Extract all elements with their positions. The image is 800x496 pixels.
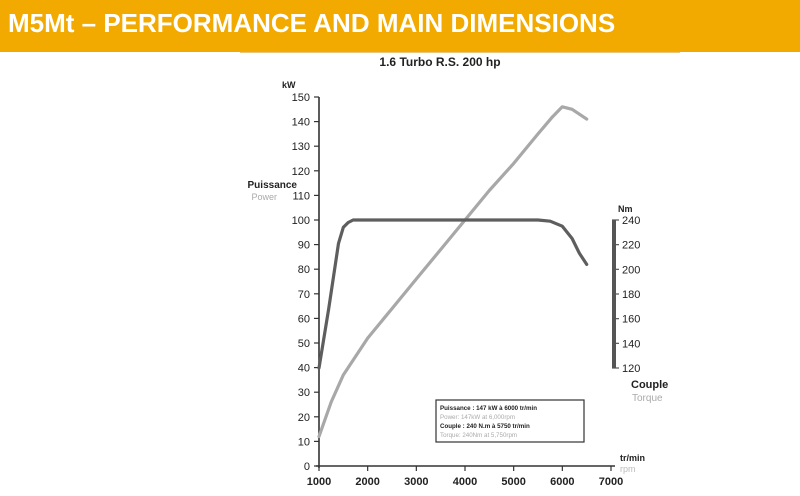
page-title: M5Mt – PERFORMANCE AND MAIN DIMENSIONS bbox=[8, 8, 616, 38]
legend-box-frame bbox=[435, 399, 585, 443]
legend-line2-en: Torque: 240Nm at 5,750rpm bbox=[440, 432, 517, 439]
y-right-unit: Nm bbox=[618, 204, 633, 214]
y-left-tick-label: 40 bbox=[298, 363, 310, 375]
y-right-tick-label: 240 bbox=[622, 215, 640, 227]
y-left-tick-label: 150 bbox=[292, 92, 310, 104]
x-label-en: rpm bbox=[620, 464, 636, 474]
y-left-tick-label: 100 bbox=[292, 215, 310, 227]
y-right-tick-label: 200 bbox=[622, 264, 640, 276]
y-right-tick-label: 220 bbox=[622, 240, 640, 252]
y-left-tick-label: 50 bbox=[298, 338, 310, 350]
x-tick-label: 4000 bbox=[453, 476, 477, 488]
y-right-tick-label: 180 bbox=[622, 289, 640, 301]
y-left-tick-label: 110 bbox=[292, 190, 310, 202]
y-left-tick-label: 130 bbox=[292, 141, 310, 153]
legend-box: Puissance : 147 kW à 6000 tr/min Power: 1… bbox=[435, 399, 585, 443]
x-tick-label: 7000 bbox=[599, 476, 623, 488]
legend-line1-fr: Puissance : 147 kW à 6000 tr/min bbox=[440, 405, 537, 412]
series-line-torque bbox=[317, 218, 589, 370]
y-right-label-fr: Couple bbox=[631, 379, 668, 391]
y-left-label-fr: Puissance bbox=[248, 180, 298, 191]
y-left-tick-label: 60 bbox=[298, 313, 310, 325]
y-left-tick-label: 140 bbox=[292, 117, 310, 129]
x-label-fr: tr/min bbox=[620, 453, 645, 463]
y-right-tick-label: 160 bbox=[622, 314, 640, 326]
x-tick-label: 3000 bbox=[404, 476, 428, 488]
y-right-tick-label: 140 bbox=[622, 338, 640, 350]
x-tick-label: 6000 bbox=[550, 476, 574, 488]
y-right-tick-label: 120 bbox=[622, 363, 640, 375]
header-divider bbox=[240, 52, 680, 53]
y-right-label-en: Torque bbox=[632, 393, 663, 404]
series-line-power bbox=[317, 105, 589, 439]
legend-line2-fr: Couple : 240 N.m à 5750 tr/min bbox=[440, 423, 530, 430]
y-left-tick-label: 80 bbox=[298, 264, 310, 276]
legend-line1-en: Power: 147kW at 6,000rpm bbox=[440, 414, 515, 421]
header-banner: M5Mt – PERFORMANCE AND MAIN DIMENSIONS bbox=[0, 0, 800, 52]
y-left-tick-label: 120 bbox=[292, 166, 310, 178]
y-left-tick-label: 20 bbox=[298, 412, 310, 424]
chart-title: 1.6 Turbo R.S. 200 hp bbox=[379, 55, 500, 69]
x-tick-label: 5000 bbox=[501, 476, 525, 488]
y-left-label-en: Power bbox=[251, 192, 277, 202]
x-tick-label: 1000 bbox=[307, 476, 331, 488]
y-left-tick-label: 70 bbox=[298, 289, 310, 301]
y-left-tick-label: 90 bbox=[298, 240, 310, 252]
y-left-tick-label: 0 bbox=[304, 461, 310, 473]
y-left-tick-label: 30 bbox=[298, 387, 310, 399]
x-tick-label: 2000 bbox=[355, 476, 379, 488]
y-left-unit: kW bbox=[282, 80, 296, 90]
y-left-tick-label: 10 bbox=[298, 436, 310, 448]
